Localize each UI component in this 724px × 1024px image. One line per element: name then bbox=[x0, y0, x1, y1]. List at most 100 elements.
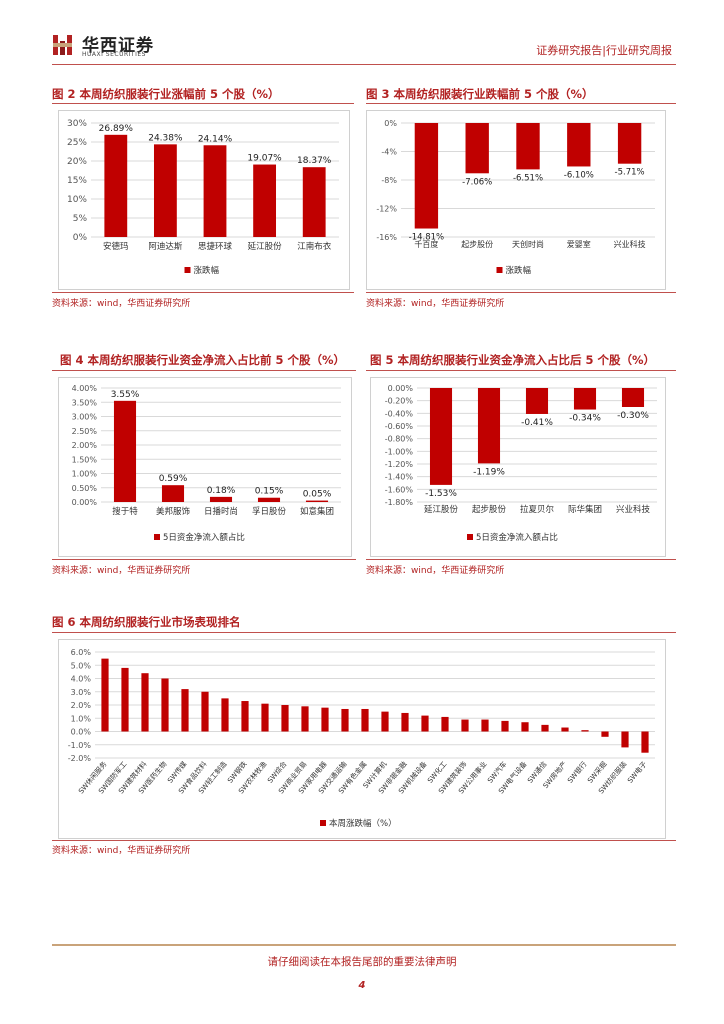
y-tick-label: 3.50% bbox=[72, 398, 98, 407]
bar bbox=[521, 722, 529, 732]
header-rule bbox=[52, 64, 676, 65]
huaxi-logo-icon bbox=[53, 35, 72, 55]
bar bbox=[477, 388, 501, 464]
figure-6-source-rule bbox=[52, 840, 676, 841]
y-tick-label: 25% bbox=[67, 138, 87, 148]
y-tick-label: 2.00% bbox=[72, 441, 98, 450]
legend-swatch bbox=[320, 820, 326, 826]
x-tick-label: 搜于特 bbox=[112, 506, 138, 517]
bar bbox=[401, 712, 409, 732]
y-tick-label: -1.20% bbox=[385, 460, 414, 469]
bar bbox=[617, 123, 642, 164]
legend-swatch bbox=[154, 534, 160, 540]
figure-3-chart: 0% -4% -8% -12% -16% -14.81%千百度 -7.06% 起步股份 -6.5… bbox=[376, 119, 655, 276]
data-label: -6.10% bbox=[564, 170, 594, 180]
bar bbox=[261, 703, 269, 732]
y-tick-label: 2.50% bbox=[72, 427, 98, 436]
figure-2-chart-frame: 0% 5% 10% 15% 20% 25% 30% 26.89% 安德玛 24.38% 阿迪达斯 24… bbox=[58, 110, 350, 290]
x-tick-label: 日播时尚 bbox=[204, 506, 238, 517]
y-tick-label: -1.80% bbox=[385, 498, 414, 507]
y-tick-label: 5% bbox=[73, 214, 88, 224]
x-tick-label: 延江股份 bbox=[248, 241, 283, 252]
y-tick-label: 30% bbox=[67, 119, 87, 129]
bar bbox=[161, 678, 169, 732]
figure-5-title-rule bbox=[366, 370, 676, 371]
x-tick-label: 兴业科技 bbox=[616, 504, 651, 515]
bar bbox=[321, 707, 329, 732]
y-tick-label: 2.0% bbox=[71, 701, 92, 710]
y-tick-label: 0.0% bbox=[71, 728, 92, 737]
bar bbox=[567, 123, 591, 167]
bar bbox=[203, 145, 227, 237]
data-label: 0.05% bbox=[303, 490, 332, 500]
y-tick-label: 1.50% bbox=[72, 455, 98, 464]
logo-text: 华西证券 bbox=[82, 36, 154, 56]
figure-6-title-rule bbox=[52, 632, 676, 633]
bar bbox=[104, 134, 128, 237]
x-tick-label: 兴业科技 bbox=[614, 239, 646, 249]
bar bbox=[465, 123, 489, 174]
data-label: -14.81% bbox=[409, 233, 444, 243]
y-tick-label: 3.00% bbox=[72, 413, 98, 422]
x-tick-label: 爱婴室 bbox=[567, 239, 591, 249]
bar bbox=[257, 497, 281, 502]
figure-3-source-rule bbox=[366, 292, 676, 293]
bar bbox=[541, 724, 549, 732]
y-tick-label: 0.00% bbox=[72, 498, 98, 507]
figure-3-chart-frame: 0% -4% -8% -12% -16% -14.81% 千百度 -7.06% 起步股份 -6.5… bbox=[366, 110, 666, 290]
legend-swatch bbox=[496, 267, 503, 273]
y-tick-label: -0.60% bbox=[385, 422, 414, 431]
x-tick-label: 起步股份 bbox=[472, 504, 507, 515]
data-label: -0.30% bbox=[617, 411, 649, 421]
x-tick-label: 起步股份 bbox=[461, 239, 493, 249]
bar bbox=[561, 727, 569, 732]
figure-6-title: 图 6 本周纺织服装行业市场表现排名 bbox=[52, 615, 241, 629]
x-tick-label: 际华集团 bbox=[568, 504, 602, 515]
report-type: 证券研究报告|行业研究周报 bbox=[536, 44, 672, 57]
y-tick-label: -0.20% bbox=[385, 397, 414, 406]
y-tick-label: 4.00% bbox=[72, 384, 98, 393]
legend-label: 涨跌幅 bbox=[194, 265, 220, 276]
bar bbox=[481, 719, 489, 732]
data-label: -0.41% bbox=[521, 418, 553, 428]
x-tick-label: 安德玛 bbox=[103, 241, 129, 252]
legend-label: 涨跌幅 bbox=[506, 265, 532, 276]
y-tick-label: 20% bbox=[67, 157, 87, 167]
bar bbox=[209, 496, 233, 502]
bar bbox=[241, 701, 249, 732]
y-tick-label: 0.00% bbox=[388, 384, 414, 393]
figure-3-title: 图 3 本周纺织服装行业跌幅前 5 个股（%） bbox=[366, 87, 594, 101]
figure-3-title-rule bbox=[366, 103, 676, 104]
figure-6-source: 资料来源：wind，华西证券研究所 bbox=[52, 846, 191, 856]
legend-label: 本周涨跌幅（%） bbox=[329, 818, 397, 829]
data-label: -5.71% bbox=[615, 168, 645, 178]
figure-4-chart-frame: 0.00% 0.50% 1.00% 1.50% 2.00% 2.50% 3.00% 3.50%… bbox=[58, 377, 352, 557]
x-tick-label: SW银行 bbox=[565, 760, 588, 785]
bar bbox=[101, 658, 109, 732]
figure-4-source-rule bbox=[52, 559, 356, 560]
x-tick-label: SW电子 bbox=[625, 760, 648, 785]
data-label: 26.89% bbox=[99, 124, 134, 134]
bar bbox=[121, 667, 129, 732]
x-tick-label: 江南布衣 bbox=[297, 241, 332, 252]
y-tick-label: -0.40% bbox=[385, 409, 414, 418]
footer-disclaimer: 请仔细阅读在本报告尾部的重要法律声明 bbox=[267, 956, 457, 968]
figure-2-source: 资料来源：wind，华西证券研究所 bbox=[52, 299, 191, 309]
figure-3-source: 资料来源：wind，华西证券研究所 bbox=[366, 299, 505, 309]
y-tick-label: -1.40% bbox=[385, 473, 414, 482]
bar bbox=[501, 720, 509, 732]
y-tick-label: -0.80% bbox=[385, 435, 414, 444]
y-tick-label: -1.00% bbox=[385, 447, 414, 456]
figure-5-chart: 0.00% -0.20% -0.40% -0.60% -0.80% -1.00% -1.20… bbox=[385, 384, 657, 543]
figure-4-chart: 0.00% 0.50% 1.00% 1.50% 2.00% 2.50% 3.00% 3.50%… bbox=[72, 384, 341, 543]
bar bbox=[429, 388, 453, 485]
figure-6-chart-frame: -2.0% -1.0% 0.0% 1.0% 2.0% 3.0% 4.0% 5.0% 6.0% SW… bbox=[58, 639, 666, 839]
y-tick-label: 0.50% bbox=[72, 484, 98, 493]
bar bbox=[113, 400, 137, 502]
bar bbox=[414, 123, 439, 229]
bar bbox=[441, 716, 449, 732]
y-tick-label: 0% bbox=[384, 119, 397, 128]
y-tick-label: -1.0% bbox=[68, 741, 92, 750]
bar bbox=[201, 691, 209, 732]
bar bbox=[181, 689, 189, 732]
